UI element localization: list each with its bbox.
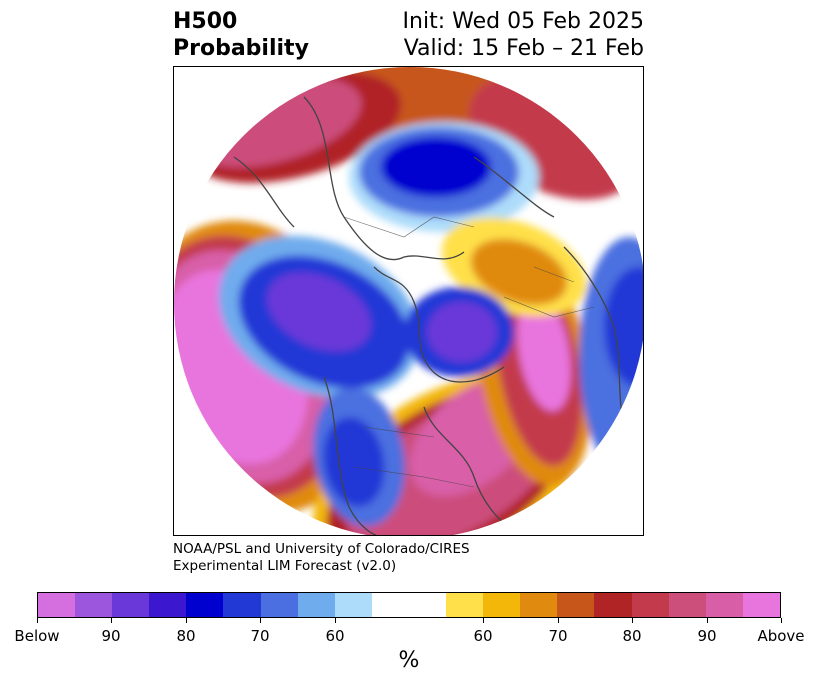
credit-line-2: Experimental LIM Forecast (v2.0) [173, 558, 397, 574]
colorbar-segment [223, 593, 261, 617]
colorbar-segment [149, 593, 187, 617]
field-label: H500 [173, 9, 238, 34]
colorbar-tick [335, 618, 336, 623]
colorbar-tick-label: 70 [548, 627, 568, 645]
colorbar-tick [111, 618, 112, 623]
colorbar-tick-label: 60 [325, 627, 345, 645]
map-frame [173, 66, 644, 536]
country-borders [343, 216, 595, 488]
colorbar-segment [38, 593, 76, 617]
colorbar-tick [37, 618, 38, 623]
colorbar-segment [520, 593, 558, 617]
colorbar-tick-label: 70 [250, 627, 270, 645]
colorbar-segment [742, 593, 780, 617]
quantity-label: Probability [173, 36, 309, 61]
valid-range: Valid: 15 Feb – 21 Feb [403, 36, 644, 61]
colorbar-tick-label: 90 [697, 627, 717, 645]
colorbar-tick [707, 618, 708, 623]
colorbar [37, 592, 781, 618]
credit-line-1: NOAA/PSL and University of Colorado/CIRE… [173, 541, 470, 557]
colorbar-segment [371, 593, 447, 617]
colorbar-tick [558, 618, 559, 623]
init-date: Init: Wed 05 Feb 2025 [402, 9, 644, 34]
colorbar-tick [781, 618, 782, 623]
colorbar-segment [334, 593, 372, 617]
colorbar-segment [668, 593, 706, 617]
colorbar-tick-label: 60 [473, 627, 493, 645]
colorbar-tick-label: 80 [622, 627, 642, 645]
colorbar-tick-label: 80 [176, 627, 196, 645]
date-block: Init: Wed 05 Feb 2025 Valid: 15 Feb – 21… [403, 8, 644, 62]
colorbar-tick-label: Below [14, 627, 60, 645]
chart-title: H500 Probability [173, 8, 309, 62]
colorbar-segment [186, 593, 224, 617]
colorbar-tick [632, 618, 633, 623]
probability-field [174, 67, 643, 535]
colorbar-segment [631, 593, 669, 617]
colorbar-segment [112, 593, 150, 617]
colorbar-tick-label: 90 [101, 627, 121, 645]
colorbar-tick [483, 618, 484, 623]
colorbar-segment [705, 593, 743, 617]
colorbar-tick [260, 618, 261, 623]
credit-text: NOAA/PSL and University of Colorado/CIRE… [173, 541, 470, 575]
colorbar-tick-label: Above [757, 627, 805, 645]
colorbar-segment [594, 593, 632, 617]
colorbar-segment [557, 593, 595, 617]
colorbar-segment [483, 593, 521, 617]
colorbar-segment [75, 593, 113, 617]
colorbar-tick [186, 618, 187, 623]
colorbar-units: % [398, 648, 420, 673]
probability-map [174, 67, 643, 535]
colorbar-segment [260, 593, 298, 617]
colorbar-segment [446, 593, 484, 617]
colorbar-segment [297, 593, 335, 617]
